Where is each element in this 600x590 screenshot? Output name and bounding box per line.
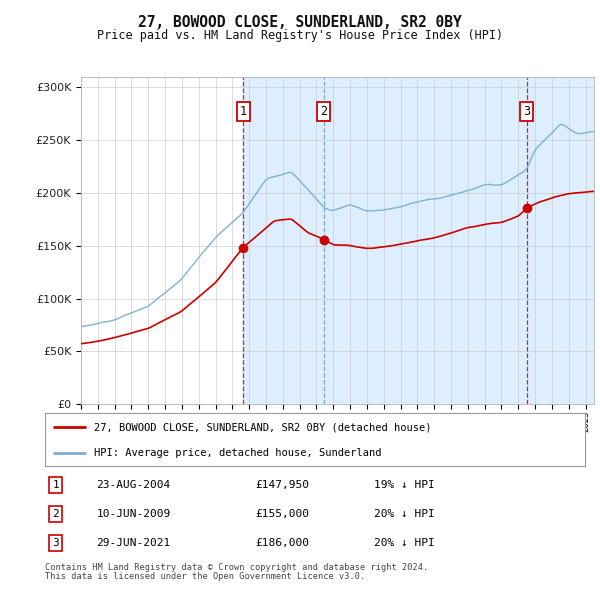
Text: £147,950: £147,950 (256, 480, 310, 490)
Text: 10-JUN-2009: 10-JUN-2009 (96, 509, 170, 519)
Text: 3: 3 (523, 104, 530, 117)
Text: 20% ↓ HPI: 20% ↓ HPI (374, 509, 435, 519)
Text: 27, BOWOOD CLOSE, SUNDERLAND, SR2 0BY (detached house): 27, BOWOOD CLOSE, SUNDERLAND, SR2 0BY (d… (94, 422, 431, 432)
Text: 3: 3 (52, 537, 59, 548)
Text: HPI: Average price, detached house, Sunderland: HPI: Average price, detached house, Sund… (94, 448, 381, 458)
Text: £155,000: £155,000 (256, 509, 310, 519)
Text: Price paid vs. HM Land Registry's House Price Index (HPI): Price paid vs. HM Land Registry's House … (97, 30, 503, 42)
Text: £186,000: £186,000 (256, 537, 310, 548)
Text: 2: 2 (52, 509, 59, 519)
Text: 2: 2 (320, 104, 328, 117)
Text: Contains HM Land Registry data © Crown copyright and database right 2024.: Contains HM Land Registry data © Crown c… (45, 563, 428, 572)
Text: 1: 1 (239, 104, 247, 117)
Text: 23-AUG-2004: 23-AUG-2004 (96, 480, 170, 490)
Text: 29-JUN-2021: 29-JUN-2021 (96, 537, 170, 548)
Text: 27, BOWOOD CLOSE, SUNDERLAND, SR2 0BY: 27, BOWOOD CLOSE, SUNDERLAND, SR2 0BY (138, 15, 462, 30)
Text: 20% ↓ HPI: 20% ↓ HPI (374, 537, 435, 548)
Text: This data is licensed under the Open Government Licence v3.0.: This data is licensed under the Open Gov… (45, 572, 365, 581)
Bar (243, 77, 324, 404)
Text: 19% ↓ HPI: 19% ↓ HPI (374, 480, 435, 490)
Bar (324, 77, 594, 404)
Text: 1: 1 (52, 480, 59, 490)
